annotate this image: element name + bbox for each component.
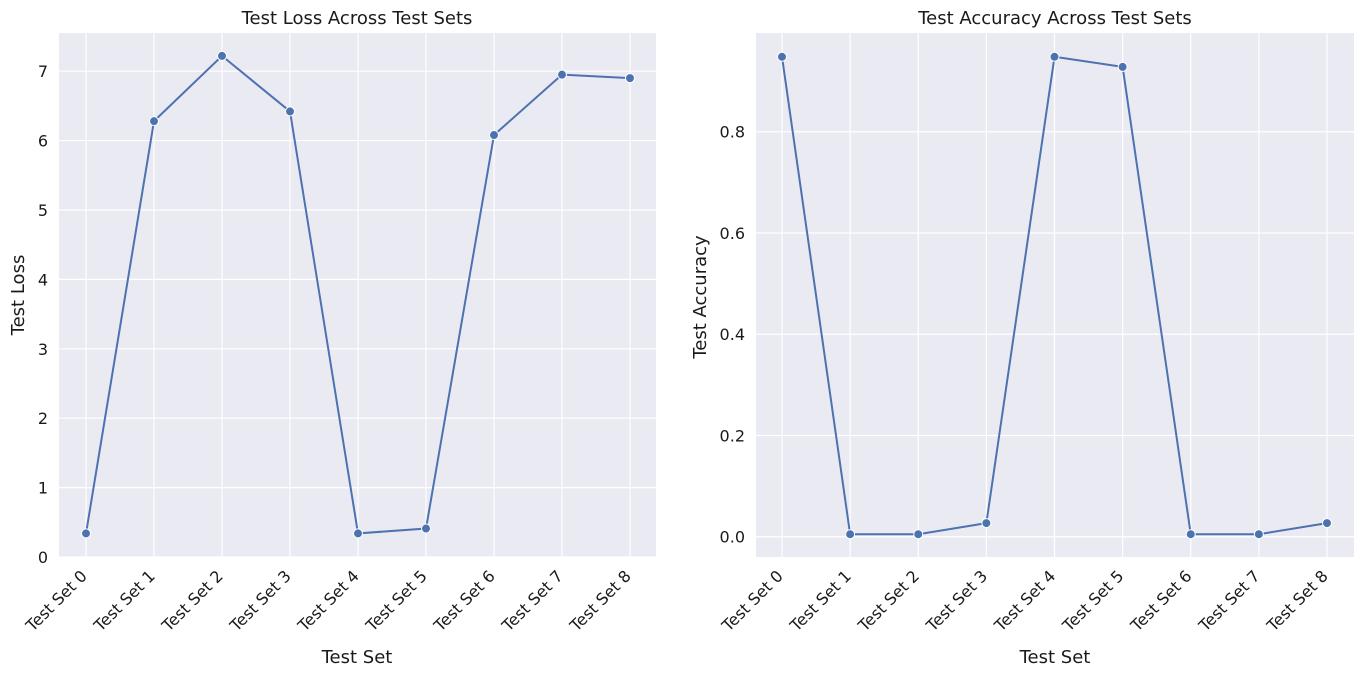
loss-data-point [217,50,227,61]
loss-y-tick-label: 0 [38,548,48,567]
accuracy-data-point [1117,61,1128,72]
loss-y-tick-label: 3 [38,340,48,359]
accuracy-data-point [1049,51,1060,62]
accuracy-markers [777,51,1332,540]
accuracy-data-point [1322,518,1332,529]
loss-x-tick-label: Test Set 1 [89,566,158,635]
loss-y-tick-label: 6 [38,132,48,151]
loss-y-tick-label: 1 [38,479,48,498]
loss-x-tick-label: Test Set 0 [21,566,90,635]
accuracy-data-point [845,529,856,540]
accuracy-grid [756,33,1354,557]
loss-y-tick-label: 7 [38,62,48,81]
loss-chart-title: Test Loss Across Test Sets [241,8,473,29]
loss-x-tick-label: Test Set 3 [225,566,294,635]
loss-x-tick-label: Test Set 5 [361,566,430,635]
accuracy-data-point [1185,529,1196,540]
loss-y-axis-label: Test Loss [8,255,29,337]
accuracy-y-tick-label: 0.4 [720,325,745,344]
loss-x-tick-label: Test Set 8 [565,566,634,635]
accuracy-y-tick-label: 0.0 [720,528,745,547]
loss-data-point [285,106,295,117]
accuracy-y-tick-label: 0.8 [720,123,745,142]
loss-grid [59,33,656,558]
loss-data-point [625,73,635,84]
loss-x-tick-label: Test Set 6 [429,566,498,635]
accuracy-x-ticks: Test Set 0 Test Set 1 Test Set 2 Test Set 3… [717,566,1331,635]
loss-y-tick-label: 5 [38,201,48,220]
loss-x-axis-label: Test Set [321,647,393,668]
accuracy-data-point [777,51,787,62]
accuracy-x-tick-label: Test Set 7 [1194,566,1263,635]
accuracy-x-tick-label: Test Set 4 [990,566,1059,635]
loss-x-ticks: Test Set 0 Test Set 1 Test Set 2 Test Set 3… [21,566,634,635]
accuracy-x-tick-label: Test Set 5 [1058,566,1127,635]
loss-y-tick-label: 2 [38,409,48,428]
loss-x-tick-label: Test Set 7 [497,566,566,635]
accuracy-x-tick-label: Test Set 8 [1262,566,1331,635]
accuracy-y-ticks: 0.0 0.2 0.4 0.6 0.8 [720,123,745,547]
loss-data-point [421,523,431,534]
accuracy-x-axis-label: Test Set [1019,647,1091,668]
accuracy-chart: 0.00.20.40.60.8 Test Set 0 Test Set 1 Test… [690,8,1354,668]
loss-markers [81,50,635,539]
accuracy-x-tick-label: Test Set 3 [922,566,991,635]
accuracy-x-tick-label: Test Set 2 [854,566,923,635]
loss-y-tick-label: 4 [38,270,48,289]
loss-y-ticks: 0 1 2 3 4 5 6 7 [38,62,48,567]
accuracy-y-tick-label: 0.2 [720,426,745,445]
accuracy-y-axis-label: Test Accuracy [690,235,711,360]
accuracy-data-point [913,529,924,540]
accuracy-x-tick-label: Test Set 1 [786,566,855,635]
loss-data-point [149,116,159,127]
accuracy-data-point [1253,529,1264,540]
loss-data-point [489,130,499,141]
loss-x-tick-label: Test Set 2 [157,566,226,635]
loss-x-tick-label: Test Set 4 [293,566,362,635]
loss-data-point [81,528,91,539]
accuracy-y-tick-label: 0.6 [720,224,745,243]
loss-data-point [557,69,567,80]
accuracy-x-tick-label: Test Set 6 [1126,566,1195,635]
accuracy-x-tick-label: Test Set 0 [717,566,786,635]
loss-data-point [353,528,363,539]
accuracy-chart-title: Test Accuracy Across Test Sets [917,8,1192,29]
accuracy-data-point [981,518,992,529]
